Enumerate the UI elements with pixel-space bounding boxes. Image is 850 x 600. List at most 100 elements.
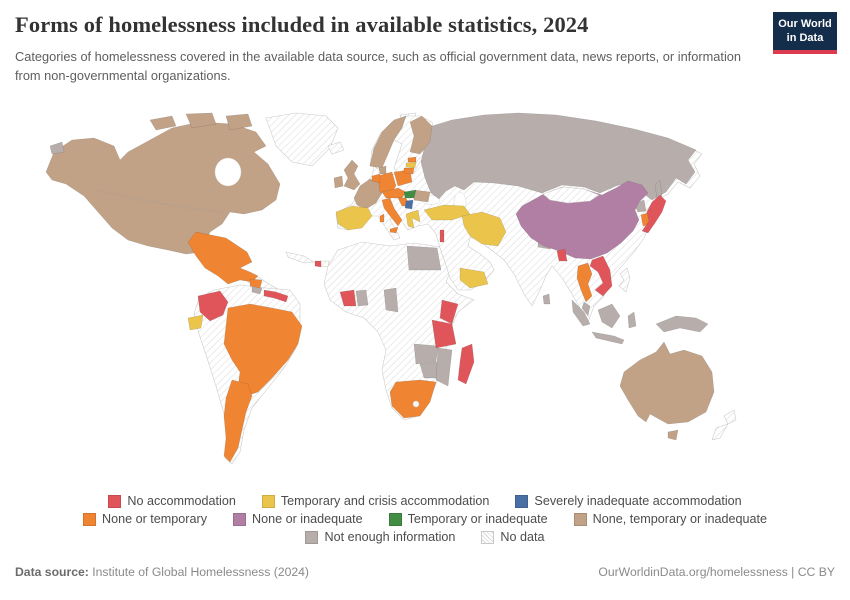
country-estonia[interactable]	[407, 156, 417, 163]
country-japan[interactable]	[641, 194, 667, 234]
country-australia-tasmania[interactable]	[667, 429, 679, 441]
hudson-bay	[214, 157, 242, 187]
map-legend: No accommodation Temporary and crisis ac…	[0, 494, 850, 548]
country-iran[interactable]	[461, 211, 507, 247]
country-argentina-chile[interactable]	[223, 379, 253, 463]
country-australia[interactable]	[619, 341, 715, 425]
legend-item-not-enough-information[interactable]: Not enough information	[305, 530, 455, 544]
country-malaysia[interactable]	[581, 301, 591, 317]
country-serbia[interactable]	[404, 199, 414, 210]
country-new-zealand-south[interactable]	[711, 423, 729, 441]
legend-item-no-accommodation[interactable]: No accommodation	[108, 494, 236, 508]
country-costa-rica-panama[interactable]	[263, 289, 289, 303]
legend-label: None or temporary	[102, 512, 207, 526]
region-arctic-islands-1[interactable]	[149, 115, 177, 131]
country-romania[interactable]	[413, 189, 431, 203]
legend-row-1: No accommodation Temporary and crisis ac…	[0, 494, 850, 508]
country-philippines[interactable]	[618, 267, 631, 293]
country-indonesia-java[interactable]	[591, 331, 625, 345]
legend-swatch-temporary-crisis	[261, 494, 275, 508]
country-italy-sicily[interactable]	[389, 226, 399, 234]
region-usa-canada[interactable]	[45, 121, 281, 263]
country-russia-chukotka[interactable]	[49, 141, 65, 155]
owid-logo-line2: in Data	[786, 31, 824, 44]
legend-swatch-no-data	[481, 530, 495, 544]
country-indonesia-sumatra[interactable]	[571, 299, 591, 327]
country-ireland[interactable]	[333, 175, 344, 189]
choropleth-svg	[45, 112, 737, 465]
country-greece[interactable]	[405, 209, 421, 229]
chart-footer: Data source: Institute of Global Homeles…	[15, 565, 835, 579]
legend-item-temporary-crisis[interactable]: Temporary and crisis accommodation	[261, 494, 490, 508]
country-iceland[interactable]	[327, 141, 345, 155]
chart-subtitle: Categories of homelessness covered in th…	[15, 49, 742, 83]
country-egypt[interactable]	[406, 245, 442, 271]
country-thailand[interactable]	[576, 262, 593, 303]
country-latvia[interactable]	[405, 161, 417, 169]
legend-item-none-or-temporary[interactable]: None or temporary	[83, 512, 207, 526]
country-norway[interactable]	[369, 115, 407, 169]
country-papua-new-guinea[interactable]	[655, 315, 709, 333]
country-lithuania[interactable]	[403, 167, 415, 175]
country-vietnam-cambodia[interactable]	[589, 255, 613, 297]
legend-swatch-none-or-inadequate	[233, 512, 246, 526]
legend-label: No accommodation	[127, 494, 236, 508]
country-bangladesh[interactable]	[556, 248, 568, 262]
legend-item-no-data[interactable]: No data	[481, 530, 545, 544]
legend-item-none-or-inadequate[interactable]: None or inadequate	[233, 512, 363, 526]
legend-row-3: Not enough information No data	[0, 530, 850, 544]
country-tanzania[interactable]	[431, 319, 457, 349]
country-ivory-coast[interactable]	[339, 289, 357, 307]
owid-logo: Our World in Data	[773, 12, 837, 54]
legend-swatch-none-or-temporary	[83, 512, 96, 526]
country-france[interactable]	[353, 178, 383, 210]
country-cuba[interactable]	[285, 251, 315, 264]
legend-label: Temporary or inadequate	[407, 512, 548, 526]
country-mongolia[interactable]	[542, 186, 600, 204]
country-sri-lanka[interactable]	[542, 293, 551, 305]
country-finland[interactable]	[409, 115, 433, 155]
country-indonesia-sulawesi[interactable]	[627, 311, 637, 329]
country-hungary[interactable]	[403, 189, 417, 199]
country-madagascar[interactable]	[457, 343, 475, 385]
country-ecuador[interactable]	[187, 314, 204, 331]
country-greenland[interactable]	[265, 112, 339, 167]
legend-item-temporary-or-inadequate[interactable]: Temporary or inadequate	[388, 512, 548, 526]
page-title: Forms of homelessness included in availa…	[15, 12, 589, 37]
country-south-africa[interactable]	[389, 379, 437, 419]
country-colombia[interactable]	[197, 290, 229, 322]
legend-swatch-none-temporary-inadequate	[573, 512, 587, 526]
country-yemen[interactable]	[459, 267, 489, 289]
us-canada-border	[95, 189, 223, 213]
country-mexico[interactable]	[187, 231, 259, 285]
country-china[interactable]	[515, 180, 649, 260]
country-spain-portugal[interactable]	[335, 205, 373, 231]
country-indonesia-borneo[interactable]	[597, 303, 621, 329]
legend-item-severely-inadequate[interactable]: Severely inadequate accommodation	[515, 494, 742, 508]
country-lesotho[interactable]	[412, 400, 420, 408]
country-italy-sardinia[interactable]	[379, 213, 385, 223]
region-arctic-islands-2[interactable]	[185, 112, 217, 129]
country-brazil[interactable]	[223, 303, 303, 397]
legend-item-none-temporary-inadequate[interactable]: None, temporary or inadequate	[573, 512, 767, 526]
country-guatemala[interactable]	[249, 278, 263, 289]
country-mozambique[interactable]	[435, 347, 453, 387]
country-czechia-austria[interactable]	[381, 187, 407, 199]
country-zambia[interactable]	[413, 343, 439, 365]
country-israel[interactable]	[439, 229, 445, 243]
country-italy[interactable]	[381, 197, 403, 227]
country-netherlands-belgium[interactable]	[371, 173, 381, 184]
country-russia-sakhalin[interactable]	[654, 179, 663, 199]
region-arctic-islands-3[interactable]	[225, 113, 253, 131]
data-source: Data source: Institute of Global Homeles…	[15, 565, 309, 579]
country-haiti[interactable]	[314, 260, 322, 268]
country-new-zealand-north[interactable]	[723, 409, 737, 425]
legend-label: No data	[500, 530, 545, 544]
country-turkey[interactable]	[423, 204, 471, 221]
data-source-label: Data source:	[15, 565, 89, 579]
owid-logo-line1: Our World	[778, 18, 832, 30]
legend-label: Temporary and crisis accommodation	[280, 494, 490, 508]
country-ghana[interactable]	[355, 289, 369, 307]
country-cameroon[interactable]	[383, 287, 399, 313]
country-united-kingdom[interactable]	[343, 159, 361, 191]
